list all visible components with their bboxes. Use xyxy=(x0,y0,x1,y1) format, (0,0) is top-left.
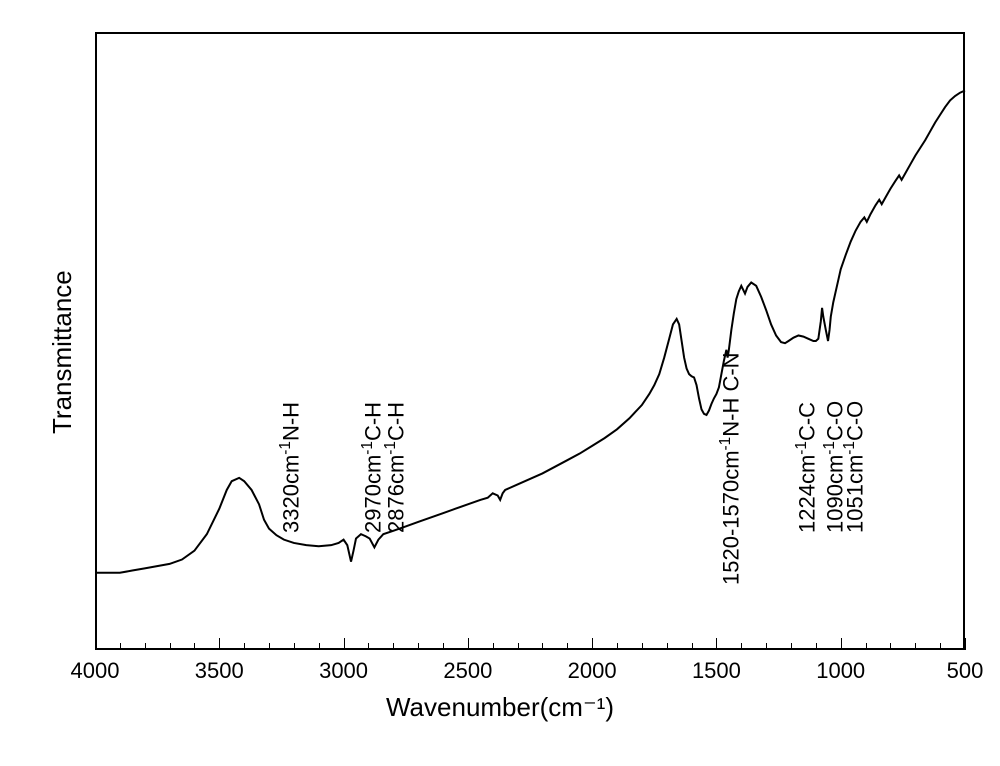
x-minor-tick xyxy=(667,643,668,650)
x-major-tick xyxy=(95,638,96,650)
peak-label: 1051cm-1C-O xyxy=(841,400,868,532)
x-major-tick xyxy=(219,638,220,650)
x-minor-tick xyxy=(418,643,419,650)
x-minor-tick xyxy=(741,643,742,650)
x-minor-tick xyxy=(791,643,792,650)
x-tick-label: 2500 xyxy=(443,658,492,684)
x-minor-tick xyxy=(617,643,618,650)
x-minor-tick xyxy=(244,643,245,650)
x-major-tick xyxy=(468,638,469,650)
x-tick-label: 3500 xyxy=(195,658,244,684)
x-tick-label: 1000 xyxy=(816,658,865,684)
peak-label: 2876cm-1C-H xyxy=(382,402,409,533)
x-major-tick xyxy=(592,638,593,650)
x-minor-tick xyxy=(816,643,817,650)
ftir-figure: Transmittance Wavenumber(cm⁻¹) 400035003… xyxy=(0,0,1000,766)
x-tick-label: 3000 xyxy=(319,658,368,684)
peak-label: 1224cm-1C-C xyxy=(793,402,820,533)
peak-label: 1520-1570cm-1N-H C-N xyxy=(717,353,744,586)
x-minor-tick xyxy=(194,643,195,650)
x-minor-tick xyxy=(120,643,121,650)
x-major-tick xyxy=(841,638,842,650)
x-minor-tick xyxy=(443,643,444,650)
x-tick-label: 500 xyxy=(947,658,984,684)
x-minor-tick xyxy=(692,643,693,650)
x-minor-tick xyxy=(493,643,494,650)
x-minor-tick xyxy=(170,643,171,650)
x-major-tick xyxy=(716,638,717,650)
x-minor-tick xyxy=(915,643,916,650)
spectrum-line xyxy=(0,0,1000,766)
x-minor-tick xyxy=(940,643,941,650)
x-minor-tick xyxy=(319,643,320,650)
x-minor-tick xyxy=(567,643,568,650)
x-minor-tick xyxy=(294,643,295,650)
peak-label: 3320cm-1N-H xyxy=(277,402,304,533)
x-minor-tick xyxy=(145,643,146,650)
x-minor-tick xyxy=(269,643,270,650)
x-major-tick xyxy=(344,638,345,650)
x-tick-label: 4000 xyxy=(71,658,120,684)
x-minor-tick xyxy=(368,643,369,650)
x-tick-label: 1500 xyxy=(692,658,741,684)
x-minor-tick xyxy=(393,643,394,650)
x-minor-tick xyxy=(518,643,519,650)
x-minor-tick xyxy=(542,643,543,650)
x-minor-tick xyxy=(866,643,867,650)
x-tick-label: 2000 xyxy=(568,658,617,684)
x-minor-tick xyxy=(766,643,767,650)
x-minor-tick xyxy=(890,643,891,650)
x-minor-tick xyxy=(642,643,643,650)
x-major-tick xyxy=(965,638,966,650)
